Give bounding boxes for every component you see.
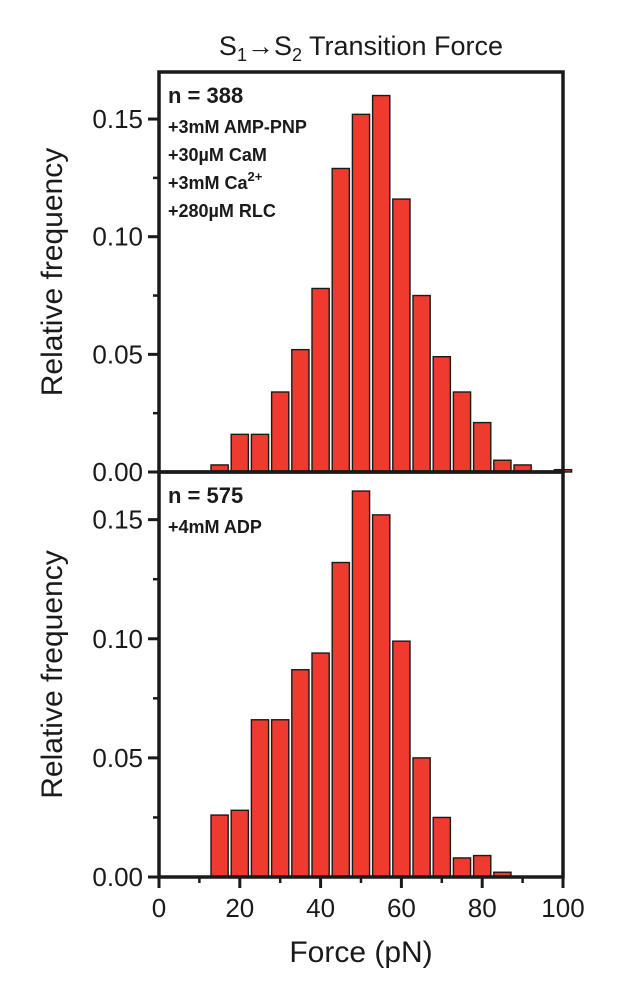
bottom-bar-70 <box>432 816 452 878</box>
bottom-bar-40 <box>311 652 330 878</box>
top-bar-25 <box>250 433 270 473</box>
top-y-tick-label: 0.15 <box>92 104 143 134</box>
top-bar-50 <box>351 113 371 473</box>
figure-title: S1→S2 Transition Force <box>219 31 503 65</box>
bottom-bar-20 <box>230 809 250 878</box>
bottom-bar-65 <box>412 757 431 878</box>
top-histogram-panel: 0.00 0.05 0.10 0.15 Relative frequency n = 38… <box>36 70 573 487</box>
x-tick-label: 80 <box>468 893 497 923</box>
bottom-bar-45 <box>331 561 351 878</box>
x-tick-label: 20 <box>225 893 254 923</box>
top-condition-label: +3mM Ca2+ <box>168 169 263 193</box>
top-bar-55 <box>371 94 391 473</box>
x-axis-label: Force (pN) <box>289 936 432 969</box>
bottom-bar-30 <box>270 719 290 878</box>
bottom-y-tick-label: 0.15 <box>92 505 143 535</box>
top-y-tick-label: 0.05 <box>92 339 143 369</box>
bottom-condition-label: +4mM ADP <box>168 517 262 537</box>
x-tick-label: 0 <box>152 893 166 923</box>
bottom-bar-50 <box>351 490 371 878</box>
top-bar-45 <box>331 167 351 473</box>
top-bar-75 <box>452 391 472 473</box>
top-bar-20 <box>230 433 250 473</box>
top-y-axis-label: Relative frequency <box>36 148 69 396</box>
bottom-bar-55 <box>371 514 391 878</box>
top-bar-85 <box>493 459 512 473</box>
bottom-bar-60 <box>392 640 411 878</box>
top-y-tick-label: 0.00 <box>92 457 143 487</box>
bottom-y-axis-label: Relative frequency <box>36 550 69 798</box>
top-condition-label: +3mM AMP-PNP <box>168 117 307 137</box>
bottom-y-tick-label: 0.10 <box>92 624 143 654</box>
bottom-y-tick-label: 0.05 <box>92 743 143 773</box>
bottom-histogram-panel: 0.00 0.05 0.10 0.15 0 20 40 60 80 100 Relative fre… <box>36 470 585 923</box>
top-bar-65 <box>412 294 431 473</box>
top-bar-35 <box>291 348 310 473</box>
x-tick-label: 100 <box>541 893 584 923</box>
top-sample-size: n = 388 <box>168 83 243 108</box>
top-bar-40 <box>311 287 330 473</box>
top-bar-80 <box>472 421 492 473</box>
x-tick-label: 40 <box>306 893 335 923</box>
bottom-sample-size: n = 575 <box>168 483 243 508</box>
top-bar-60 <box>392 198 411 473</box>
bottom-bar-80 <box>472 854 492 878</box>
top-bar-70 <box>432 356 452 473</box>
top-bar-30 <box>270 391 290 473</box>
top-condition-label: +30µM CaM <box>168 145 267 165</box>
bottom-bar-25 <box>250 719 270 878</box>
bottom-bar-75 <box>452 857 472 878</box>
bottom-y-tick-label: 0.00 <box>92 862 143 892</box>
bottom-bar-35 <box>291 669 310 878</box>
bottom-bar-15 <box>210 814 229 878</box>
top-y-tick-label: 0.10 <box>92 222 143 252</box>
x-tick-label: 60 <box>387 893 416 923</box>
top-condition-label: +280µM RLC <box>168 201 276 221</box>
